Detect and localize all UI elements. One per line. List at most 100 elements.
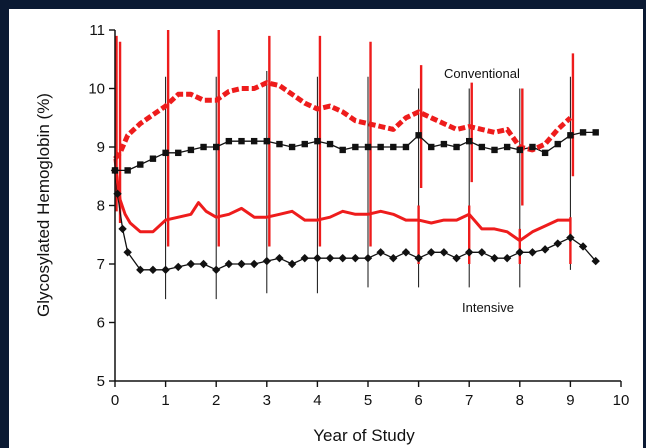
intensive-point: [275, 253, 284, 263]
intensive-point: [376, 248, 385, 257]
conventional-point: [466, 137, 473, 145]
x-tick-label: 9: [566, 392, 574, 409]
intensive-point: [224, 259, 234, 269]
conventional-point: [225, 137, 233, 145]
intensive-point: [591, 256, 600, 266]
y-tick-label: 10: [88, 81, 105, 98]
conventional-point: [377, 143, 384, 151]
intensive-point: [540, 245, 550, 254]
intensive-mean-line: [113, 158, 571, 243]
conventional-point: [516, 146, 523, 154]
x-tick-label: 1: [161, 392, 169, 409]
ticks: 0 1 2 3 4 5 6 7 8 9 10 5 6 7 8 9 10 11: [88, 22, 629, 409]
intensive-point: [338, 253, 347, 263]
conventional-point: [276, 140, 283, 148]
y-tick-label: 5: [97, 373, 105, 390]
intensive-point: [287, 259, 297, 269]
series-markers: [110, 129, 600, 275]
conventional-point: [402, 143, 410, 151]
conventional-point: [554, 140, 561, 148]
intensive-point: [502, 253, 512, 263]
conventional-point: [213, 143, 220, 151]
conventional-point: [250, 137, 258, 145]
intensive-point: [452, 253, 461, 263]
conventional-point: [301, 140, 308, 148]
intensive-point: [477, 248, 487, 257]
conventional-point: [263, 137, 270, 145]
x-tick-label: 5: [364, 392, 372, 409]
intensive-point: [123, 248, 132, 257]
intensive-annotation: Intensive: [462, 300, 514, 315]
conventional-point: [541, 149, 549, 157]
y-tick-label: 11: [89, 22, 105, 39]
y-tick-label: 7: [97, 256, 105, 273]
x-tick-label: 0: [111, 392, 119, 409]
conventional-point: [149, 155, 157, 162]
intensive-point: [414, 253, 423, 263]
intensive-point: [118, 224, 127, 234]
intensive-point: [401, 248, 411, 257]
conventional-point: [440, 140, 448, 148]
conventional-point: [238, 137, 245, 145]
conventional-point: [137, 161, 144, 168]
conventional-point: [326, 140, 334, 148]
x-tick-label: 6: [414, 392, 422, 409]
intensive-point: [237, 259, 246, 269]
conventional-point: [415, 132, 422, 139]
x-tick-label: 3: [263, 392, 271, 409]
conventional-point: [428, 143, 435, 151]
conventional-point: [339, 146, 346, 154]
intensive-point: [186, 259, 196, 269]
series-lines: [113, 80, 597, 271]
intensive-point: [148, 265, 158, 275]
intensive-point: [515, 248, 524, 257]
conventional-point: [124, 167, 131, 174]
conventional-point: [491, 146, 498, 154]
conventional-point: [200, 143, 207, 151]
intensive-point: [136, 265, 145, 275]
conventional-mean-line: [113, 80, 573, 161]
intensive-point: [161, 265, 170, 275]
conventional-point: [314, 137, 321, 145]
intensive-point: [566, 233, 575, 242]
intensive-point: [199, 259, 208, 269]
intensive-point: [300, 253, 309, 263]
intensive-point: [363, 253, 373, 263]
intensive-point: [174, 262, 183, 272]
chart-panel: 0 1 2 3 4 5 6 7 8 9 10 5 6 7 8 9 10 11 Year of Study Glyc…: [9, 9, 643, 448]
x-tick-label: 10: [613, 392, 630, 409]
conventional-point: [567, 132, 574, 139]
conventional-point: [390, 143, 397, 151]
intensive-point: [528, 248, 537, 257]
intensive-point: [249, 259, 259, 269]
conventional-point: [187, 146, 195, 154]
y-tick-label: 8: [97, 198, 105, 215]
intensive-point: [351, 253, 360, 263]
conventional-annotation: Conventional: [444, 66, 520, 81]
intensive-point: [212, 265, 221, 275]
intensive-point: [490, 253, 499, 263]
conventional-point: [175, 149, 182, 157]
intensive-point: [262, 256, 271, 266]
x-tick-label: 2: [212, 392, 220, 409]
chart: 0 1 2 3 4 5 6 7 8 9 10 5 6 7 8 9 10 11 Year of Study Glyc…: [34, 22, 629, 445]
x-tick-label: 8: [516, 392, 524, 409]
conventional-point: [478, 143, 486, 151]
conventional-point: [453, 143, 460, 151]
y-tick-label: 6: [97, 315, 105, 332]
x-tick-label: 4: [313, 392, 321, 409]
conventional-point: [288, 143, 296, 151]
intensive-point: [578, 242, 588, 251]
intensive-point: [313, 253, 322, 263]
conventional-median-line: [115, 131, 596, 172]
y-axis-title: Glycosylated Hemoglobin (%): [34, 93, 53, 317]
conventional-point: [162, 149, 169, 157]
conventional-point: [503, 143, 511, 151]
conventional-point: [529, 143, 536, 151]
x-tick-label: 7: [465, 392, 473, 409]
intensive-point: [389, 253, 398, 263]
conventional-point: [352, 143, 359, 151]
intensive-point: [553, 239, 562, 248]
intensive-point: [325, 253, 335, 263]
intensive-point: [427, 248, 436, 257]
